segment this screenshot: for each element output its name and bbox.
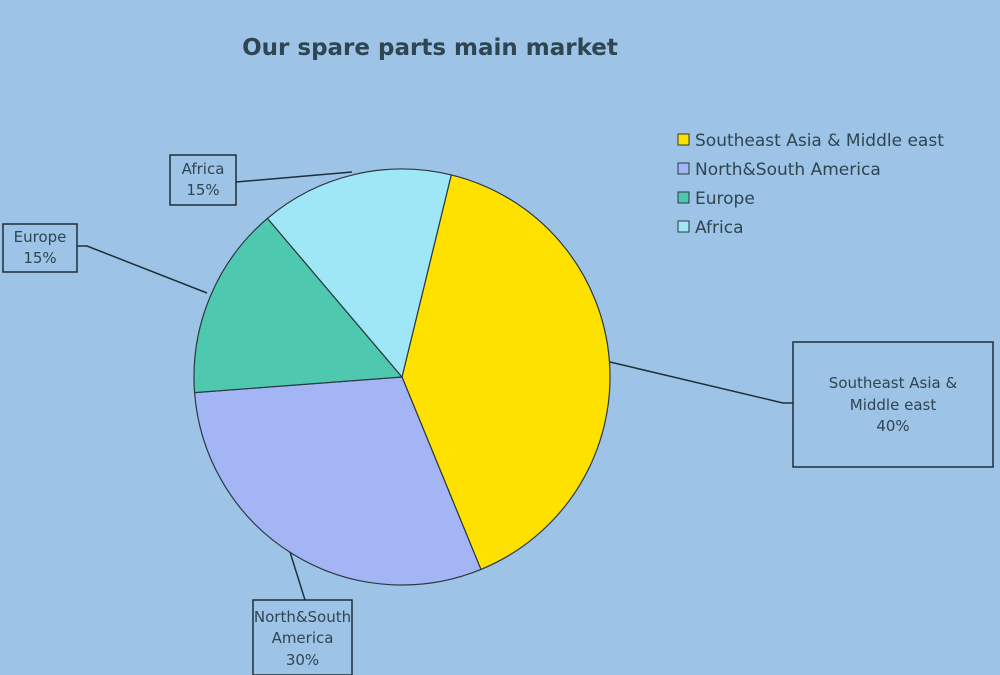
leader-line-north-south-america xyxy=(289,551,306,601)
legend-swatch-southeast-asia-middle-east xyxy=(677,133,690,146)
data-label-europe: 15% xyxy=(23,249,56,267)
data-label-box-southeast-asia-middle-east xyxy=(792,341,994,468)
data-label-southeast-asia-middle-east: Southeast Asia & xyxy=(829,374,958,392)
pie-slice-north-south-america[interactable] xyxy=(193,376,482,586)
legend-item-africa[interactable]: Africa xyxy=(695,218,744,238)
data-label-north-south-america: America xyxy=(272,629,334,647)
pie-slices xyxy=(193,168,611,586)
legend-item-europe[interactable]: Europe xyxy=(695,189,755,209)
data-label-africa: 15% xyxy=(186,181,219,199)
legend-swatch-africa xyxy=(677,220,690,233)
pie-slice-southeast-asia-middle-east[interactable] xyxy=(401,174,611,571)
legend-swatch-europe xyxy=(677,191,690,204)
legend-item-north-south-america[interactable]: North&South America xyxy=(695,160,881,180)
data-label-north-south-america: North&South xyxy=(254,608,351,626)
pie-slice-europe[interactable] xyxy=(193,217,404,394)
data-label-box-north-south-america xyxy=(252,599,353,675)
data-label-north-south-america: 30% xyxy=(286,651,319,669)
leader-line-africa xyxy=(235,171,353,183)
legend: Southeast Asia & Middle east North&South … xyxy=(677,131,944,238)
leader-line-europe xyxy=(77,245,208,294)
data-label-box-europe xyxy=(2,223,78,273)
data-labels: Southeast Asia & Middle east 40% North&Sout… xyxy=(2,154,994,675)
legend-item-southeast-asia-middle-east[interactable]: Southeast Asia & Middle east xyxy=(695,131,944,151)
data-label-box-africa xyxy=(169,154,237,206)
data-label-southeast-asia-middle-east: 40% xyxy=(876,417,909,435)
legend-swatch-north-south-america xyxy=(677,162,690,175)
data-label-europe: Europe xyxy=(14,228,67,246)
chart-title: Our spare parts main market xyxy=(242,35,618,61)
data-label-africa: Africa xyxy=(182,160,225,178)
data-label-southeast-asia-middle-east: Middle east xyxy=(850,396,937,414)
pie-slice-africa[interactable] xyxy=(266,168,452,379)
leader-line-southeast-asia-middle-east xyxy=(609,361,793,404)
